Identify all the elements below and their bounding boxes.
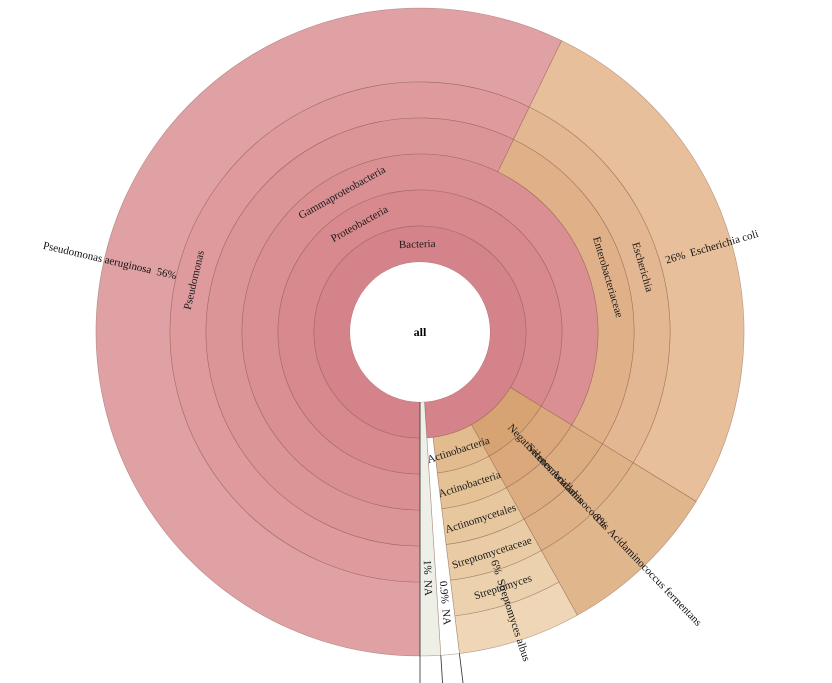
center-circle[interactable] [350, 262, 490, 402]
leaf-label-na[interactable]: 0.9% NA [437, 580, 453, 625]
ring-label-bacteria-d1[interactable]: Bacteria [399, 238, 436, 251]
leader-line [440, 655, 444, 683]
leaf-label-na[interactable]: 1% NA [421, 560, 434, 596]
center-label: all [414, 325, 427, 339]
leader-line [458, 653, 464, 683]
